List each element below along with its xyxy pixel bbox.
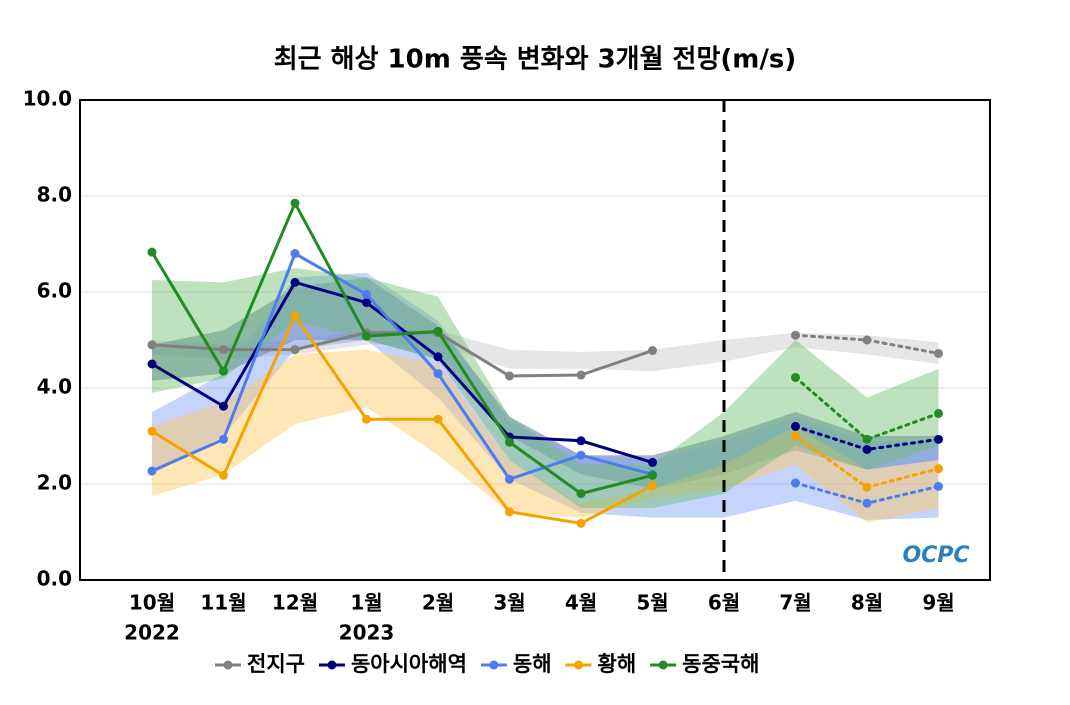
point bbox=[862, 444, 872, 454]
x-tick-label: 1월 bbox=[350, 591, 382, 615]
point bbox=[505, 507, 514, 517]
x-tick-label: 5월 bbox=[636, 591, 668, 615]
point bbox=[433, 414, 443, 424]
point bbox=[648, 457, 657, 467]
point bbox=[791, 330, 800, 340]
point bbox=[219, 434, 228, 444]
y-tick-label: 6.0 bbox=[37, 279, 72, 303]
point bbox=[362, 289, 371, 299]
point bbox=[576, 436, 586, 446]
y-tick-label: 0.0 bbox=[37, 567, 72, 591]
legend-marker bbox=[327, 660, 337, 670]
range-band bbox=[152, 330, 939, 372]
point bbox=[147, 340, 157, 350]
x-tick-label: 11월 bbox=[200, 591, 246, 615]
year-label: 2023 bbox=[339, 621, 395, 645]
point bbox=[290, 311, 300, 321]
point bbox=[290, 277, 300, 287]
point bbox=[290, 198, 300, 208]
legend-marker bbox=[223, 660, 233, 670]
point bbox=[505, 474, 514, 484]
y-tick-label: 2.0 bbox=[37, 471, 72, 495]
point bbox=[147, 426, 157, 436]
series-line bbox=[150, 199, 654, 496]
range-band bbox=[152, 277, 939, 489]
point bbox=[362, 331, 371, 341]
point bbox=[862, 482, 872, 492]
x-tick-label: 6월 bbox=[708, 591, 740, 615]
point bbox=[791, 478, 800, 488]
year-label: 2022 bbox=[124, 621, 180, 645]
point bbox=[219, 366, 228, 376]
legend-label: 동아시아해역 bbox=[351, 652, 467, 676]
point bbox=[934, 408, 943, 418]
range-band bbox=[152, 272, 939, 520]
point bbox=[934, 348, 943, 358]
point bbox=[576, 489, 586, 499]
point bbox=[576, 370, 586, 380]
x-tick-label: 12월 bbox=[272, 591, 318, 615]
point bbox=[934, 434, 943, 444]
y-tick-label: 10.0 bbox=[23, 87, 72, 111]
x-tick-label: 10월 bbox=[129, 591, 175, 615]
y-tick-label: 8.0 bbox=[37, 183, 72, 207]
point bbox=[934, 481, 943, 491]
x-tick-label: 9월 bbox=[922, 591, 954, 615]
legend-label: 전지구 bbox=[247, 652, 305, 676]
legend-marker bbox=[658, 660, 668, 670]
x-tick-label: 7월 bbox=[779, 591, 811, 615]
point bbox=[362, 414, 371, 424]
point bbox=[934, 464, 943, 474]
point bbox=[290, 249, 300, 259]
point bbox=[791, 372, 800, 382]
legend-marker bbox=[489, 660, 499, 670]
point bbox=[290, 345, 300, 355]
point bbox=[433, 369, 443, 379]
point bbox=[648, 470, 657, 480]
legend-label: 동중국해 bbox=[682, 652, 759, 676]
point bbox=[576, 518, 586, 528]
point bbox=[862, 335, 872, 345]
point bbox=[862, 498, 872, 508]
point bbox=[791, 421, 800, 431]
point bbox=[505, 371, 514, 381]
point bbox=[648, 346, 657, 356]
point bbox=[147, 466, 157, 476]
legend-label: 황해 bbox=[598, 652, 637, 676]
point bbox=[362, 298, 371, 308]
x-tick-label: 4월 bbox=[565, 591, 597, 615]
point bbox=[433, 352, 443, 362]
plot-frame bbox=[79, 99, 991, 581]
point bbox=[147, 247, 157, 257]
legend-marker bbox=[574, 660, 584, 670]
logo: OCPC bbox=[902, 543, 969, 568]
point bbox=[791, 431, 800, 441]
point bbox=[576, 450, 586, 460]
chart-title: 최근 해상 10m 풍속 변화와 3개월 전망(m/s) bbox=[274, 45, 796, 75]
point bbox=[433, 326, 443, 336]
y-tick-label: 4.0 bbox=[37, 375, 72, 399]
x-tick-label: 3월 bbox=[493, 591, 525, 615]
point bbox=[219, 401, 228, 411]
point bbox=[219, 470, 228, 480]
range-band bbox=[152, 268, 939, 508]
point bbox=[147, 359, 157, 369]
series-line bbox=[150, 280, 654, 464]
x-tick-label: 8월 bbox=[851, 591, 883, 615]
series-line bbox=[150, 312, 654, 525]
point bbox=[505, 437, 514, 447]
x-tick-label: 2월 bbox=[422, 591, 454, 615]
point bbox=[648, 480, 657, 490]
point bbox=[219, 345, 228, 355]
point bbox=[862, 434, 872, 444]
legend-label: 동해 bbox=[513, 652, 552, 676]
